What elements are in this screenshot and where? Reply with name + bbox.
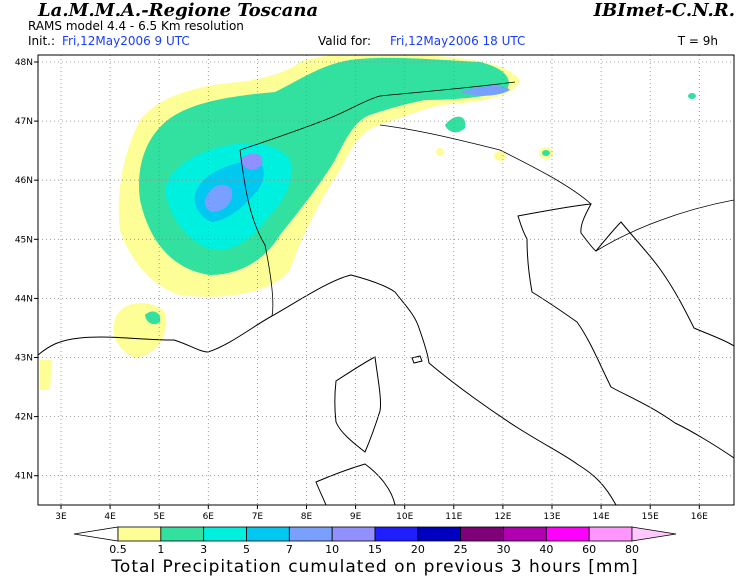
lat-label: 46N xyxy=(15,176,33,186)
precip-yellow xyxy=(40,360,52,390)
precip-yellow xyxy=(494,151,506,161)
colorbar-box xyxy=(331,526,376,542)
lon-label: 6E xyxy=(203,512,215,522)
colorbar-box xyxy=(588,526,633,542)
precip-yellow xyxy=(113,302,167,358)
lon-label: 8E xyxy=(301,512,313,522)
graticule xyxy=(38,55,734,505)
precip-yellow xyxy=(436,148,444,156)
lon-label: 15E xyxy=(642,512,659,522)
precip-blue xyxy=(240,153,263,170)
lon-label: 16E xyxy=(691,512,708,522)
colorbar-label: 1 xyxy=(157,543,164,556)
lat-label: 47N xyxy=(15,117,33,127)
colorbar-end xyxy=(73,526,119,542)
map-area xyxy=(38,55,734,505)
precip-green xyxy=(542,150,550,156)
colorbar-box xyxy=(203,526,247,542)
lat-label: 45N xyxy=(15,235,33,245)
map-frame xyxy=(37,54,735,506)
colorbar-label: 25 xyxy=(454,543,468,556)
precip-blue xyxy=(460,86,510,96)
precip-blue xyxy=(204,184,233,212)
caption: Total Precipitation cumulated on previou… xyxy=(110,557,638,577)
colorbar-label: 80 xyxy=(625,543,639,556)
lon-label: 14E xyxy=(593,512,610,522)
lon-label: 9E xyxy=(350,512,362,522)
colorbar-end xyxy=(631,526,677,542)
colorbar-box xyxy=(374,526,419,542)
colorbar-label: 60 xyxy=(582,543,596,556)
lon-label: 13E xyxy=(543,512,560,522)
lon-label: 4E xyxy=(104,512,116,522)
valid-label: Valid for: xyxy=(318,34,371,48)
colorbar: 0.5 1 3 5 7 10 15 20 25 30 40 60 80 xyxy=(73,526,677,556)
precip-green xyxy=(445,116,466,133)
coastlines xyxy=(38,81,734,505)
colorbar-box xyxy=(417,526,462,542)
lat-label: 41N xyxy=(15,472,33,482)
lon-label: 12E xyxy=(494,512,511,522)
colorbar-label: 10 xyxy=(325,543,339,556)
lat-label: 42N xyxy=(15,413,33,423)
colorbar-box xyxy=(288,526,333,542)
organization: IBImet-C.N.R. xyxy=(593,0,735,21)
colorbar-label: 30 xyxy=(497,543,511,556)
lat-label: 44N xyxy=(15,294,33,304)
lon-label: 3E xyxy=(55,512,67,522)
init-label: Init.: xyxy=(28,34,55,48)
colorbar-label: 15 xyxy=(368,543,382,556)
colorbar-box xyxy=(460,526,504,542)
lat-label: 48N xyxy=(15,58,33,68)
lat-label: 43N xyxy=(15,354,33,364)
lead-time: T = 9h xyxy=(677,34,718,48)
colorbar-label: 20 xyxy=(411,543,425,556)
colorbar-label: 7 xyxy=(286,543,293,556)
colorbar-label: 5 xyxy=(243,543,250,556)
colorbar-box xyxy=(503,526,547,542)
valid-value: Fri,12May2006 18 UTC xyxy=(390,34,525,48)
lon-label: 11E xyxy=(445,512,462,522)
colorbar-box xyxy=(545,526,590,542)
colorbar-label: 40 xyxy=(539,543,553,556)
subtitle: RAMS model 4.4 - 6.5 Km resolution xyxy=(28,19,244,33)
precip-green xyxy=(688,93,696,99)
lon-label: 5E xyxy=(153,512,165,522)
lon-label: 7E xyxy=(252,512,264,522)
init-value: Fri,12May2006 9 UTC xyxy=(62,34,190,48)
colorbar-box xyxy=(246,526,290,542)
colorbar-box xyxy=(160,526,205,542)
colorbar-box xyxy=(117,526,162,542)
lon-label: 10E xyxy=(396,512,413,522)
coordinate-labels: 48N 47N 46N 45N 44N 43N 42N 41N 3E 4E 5E 6E 7E 8E 9E 10… xyxy=(15,58,708,522)
colorbar-label: 3 xyxy=(200,543,207,556)
colorbar-label: 0.5 xyxy=(109,543,127,556)
title: La.M.M.A.-Regione Toscana xyxy=(37,0,318,21)
precip-green xyxy=(145,311,161,325)
